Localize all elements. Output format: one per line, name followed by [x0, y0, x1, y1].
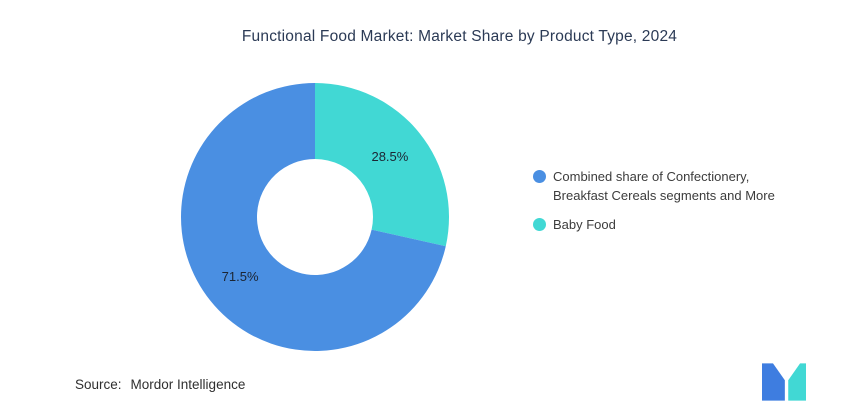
legend-dot-icon [533, 217, 546, 231]
source-line: Source: Mordor Intelligence [75, 377, 245, 392]
legend-item-label: Baby Food [553, 216, 616, 232]
donut-slice-baby-food [315, 83, 449, 247]
legend-dot-icon [533, 170, 546, 183]
donut-slice-combined-confectionery-cereals-more [180, 83, 446, 351]
slice-value-label-combined-confectionery-cereals-more: 71.5% [222, 269, 259, 284]
mordor-intelligence-logo [762, 363, 806, 401]
chart-legend: Combined share of Confectionery, Breakfa… [533, 168, 803, 235]
source-value: Mordor Intelligence [130, 377, 246, 392]
legend-item: Baby Food [533, 216, 803, 235]
slice-value-label-baby-food: 28.5% [371, 149, 408, 164]
source-label: Source: [75, 377, 122, 392]
chart-title: Functional Food Market: Market Share by … [241, 28, 678, 45]
legend-item: Combined share of Confectionery, Breakfa… [533, 168, 803, 206]
donut-chart: 28.5% 71.5% [170, 72, 460, 362]
logo-left-shape [762, 363, 785, 401]
legend-item-label: Combined share of Confectionery, Breakfa… [553, 169, 775, 203]
logo-right-shape [788, 363, 806, 401]
donut-chart-svg: 28.5% 71.5% [180, 83, 449, 351]
